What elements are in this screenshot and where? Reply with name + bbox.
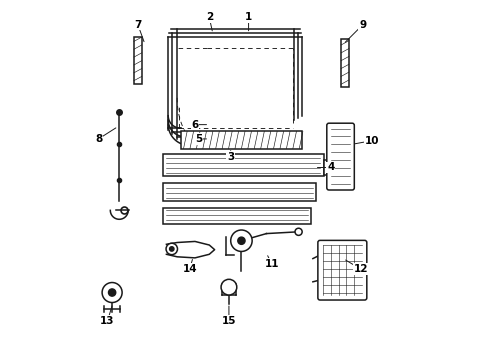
Bar [134,37,142,84]
Text: 1: 1 [245,13,252,22]
Bar [341,39,349,87]
Text: 7: 7 [134,19,142,30]
FancyBboxPatch shape [327,123,354,190]
Text: 6: 6 [192,120,198,130]
Circle shape [166,243,177,255]
Text: 10: 10 [365,136,379,146]
Text: 15: 15 [221,316,236,326]
Bar [181,131,302,149]
Text: 13: 13 [100,316,115,326]
Circle shape [221,279,237,295]
Circle shape [231,230,252,251]
Text: 3: 3 [227,152,234,162]
Circle shape [295,228,302,235]
Text: 14: 14 [182,264,197,274]
Text: 5: 5 [195,134,202,144]
Text: 12: 12 [354,264,368,274]
Circle shape [102,283,122,302]
Bar [163,183,317,202]
Text: 8: 8 [95,134,102,144]
Circle shape [170,247,174,251]
Text: 2: 2 [206,13,213,22]
Bar [163,154,323,176]
Circle shape [238,237,245,244]
FancyBboxPatch shape [318,240,367,300]
Text: 11: 11 [265,259,279,269]
Bar [163,207,311,224]
Circle shape [109,289,116,296]
Bar [323,160,331,175]
Text: 4: 4 [327,162,334,172]
Text: 9: 9 [359,19,367,30]
